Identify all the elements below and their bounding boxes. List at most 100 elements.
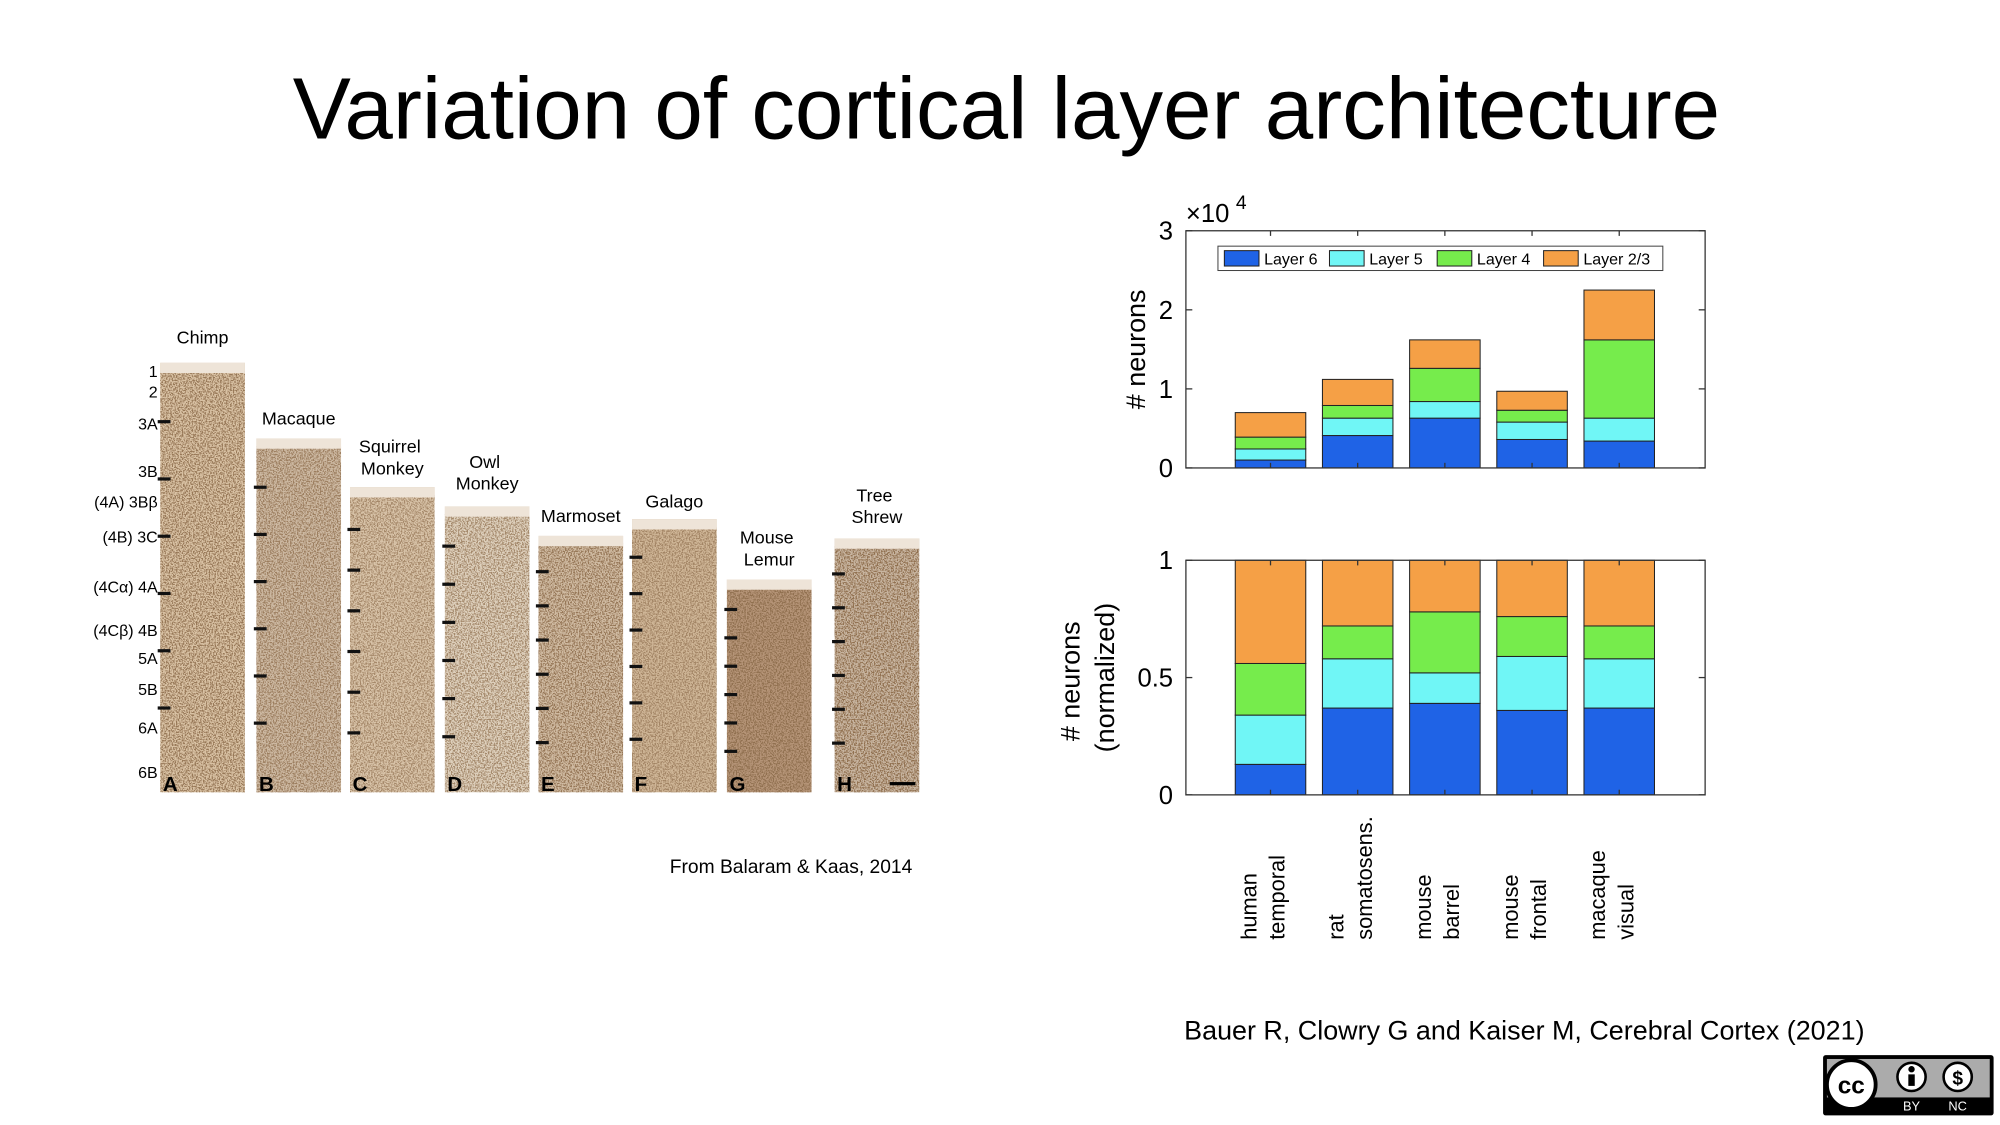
bar-segment <box>1234 559 1307 664</box>
layer-tick <box>724 607 738 612</box>
layer-tick <box>629 701 643 705</box>
layer-tick <box>253 485 267 489</box>
species-label: Galago <box>645 492 703 512</box>
license-label: NC <box>1948 1098 1967 1113</box>
layer-tick <box>724 692 738 697</box>
layer-tick <box>832 673 845 678</box>
layer-tick <box>535 638 549 642</box>
layer-label: (4Cβ) 4B <box>93 622 157 640</box>
bar-segment <box>1583 625 1655 660</box>
layer-tick <box>347 690 361 694</box>
y-multiplier: ×10 <box>1186 200 1229 228</box>
bar-segment <box>1409 559 1481 613</box>
bar-segment <box>1409 611 1481 674</box>
tissue-stain <box>256 446 342 793</box>
bar-segment <box>1496 655 1568 711</box>
species-label: Mouse Lemur <box>740 528 799 570</box>
tissue-stain <box>834 546 920 793</box>
legend-swatch <box>1328 250 1365 267</box>
layer-tick <box>157 706 171 710</box>
layer-tick <box>832 640 845 644</box>
layer-tick <box>724 664 738 668</box>
pia-surface <box>160 362 245 374</box>
layer-tick <box>442 544 456 548</box>
pia-surface <box>350 487 435 498</box>
legend-swatch <box>1436 250 1473 267</box>
image-source: From Balaram & Kaas, 2014 <box>670 857 913 878</box>
panel-letter: G <box>729 773 745 796</box>
bar-segment <box>1321 559 1394 627</box>
legend-label: Layer 2/3 <box>1583 251 1650 269</box>
bar-segment <box>1583 339 1655 419</box>
y-tick-label: 2 <box>1159 297 1173 325</box>
y-axis-label: # neurons (normalized) <box>1055 603 1120 753</box>
species-label: Chimp <box>177 328 229 348</box>
bar-segment <box>1234 448 1307 461</box>
layer-tick <box>629 664 643 669</box>
layer-label: 5A <box>138 650 158 668</box>
panel-letter: B <box>259 773 274 796</box>
layer-tick <box>629 592 643 596</box>
bar-segment <box>1583 658 1655 709</box>
panel-letter: C <box>353 773 368 796</box>
x-tick-label: mouse frontal <box>1498 868 1551 939</box>
layer-tick <box>157 534 171 538</box>
x-tick-label: macaque visual <box>1585 844 1638 940</box>
citation: Bauer R, Clowry G and Kaiser M, Cerebral… <box>1184 1016 1864 1046</box>
x-tick-label: rat somatosens. <box>1324 816 1377 939</box>
cc-icon-text: cc <box>1838 1073 1865 1100</box>
by-head <box>1908 1066 1915 1073</box>
legend-swatch <box>1543 250 1579 267</box>
layer-tick <box>832 707 845 711</box>
layer-tick <box>629 737 643 741</box>
y-axis-label: # neurons <box>1121 290 1151 410</box>
bar-segment <box>1321 658 1394 709</box>
layer-tick <box>253 674 267 678</box>
bar-segment <box>1321 417 1394 437</box>
tissue-stain <box>444 514 530 793</box>
cc-badge: cc $ BY NC <box>1823 1055 1994 1116</box>
layer-tick <box>724 749 738 753</box>
bar-segment <box>1409 367 1481 403</box>
bar-segment <box>1234 412 1307 438</box>
species-label: Tree Shrew <box>852 485 903 527</box>
layer-tick <box>347 609 361 613</box>
layer-tick <box>629 628 643 632</box>
species-label: Squirrel Monkey <box>359 437 426 479</box>
layer-tick <box>535 672 549 676</box>
layer-label: 2 <box>149 383 158 401</box>
by-body <box>1908 1074 1915 1086</box>
tissue-stain <box>726 587 812 793</box>
species-label: Macaque <box>262 408 336 428</box>
y-tick-label: 1 <box>1159 547 1173 575</box>
y-multiplier-exponent: 4 <box>1236 193 1247 214</box>
layer-tick <box>832 741 845 745</box>
layer-tick <box>442 620 456 624</box>
y-tick-label: 1 <box>1159 376 1173 404</box>
bar-segment <box>1234 662 1307 716</box>
bar-segment <box>1583 417 1655 442</box>
layer-label: 6B <box>138 764 158 782</box>
pia-surface <box>538 535 624 547</box>
pia-surface <box>256 438 342 449</box>
layer-label: 5B <box>138 681 158 699</box>
cc-icon <box>1825 1058 1878 1111</box>
layer-tick <box>724 721 738 725</box>
layer-tick <box>157 477 171 481</box>
bar-segment <box>1321 707 1394 796</box>
y-tick-label: 0.5 <box>1137 665 1173 693</box>
layer-tick <box>157 420 171 424</box>
layer-label: 3A <box>138 415 158 433</box>
bar-segment <box>1234 714 1307 765</box>
x-tick-label: mouse barrel <box>1411 868 1464 939</box>
layer-tick <box>832 572 845 576</box>
scale-bar <box>889 782 916 786</box>
species-label: Marmoset <box>541 506 621 526</box>
bar-segment <box>1496 559 1568 618</box>
layer-label: (4A) 3Bβ <box>94 494 158 512</box>
tissue-stain <box>160 370 245 793</box>
x-tick-label: human temporal <box>1236 855 1289 940</box>
panel-letter: F <box>635 773 648 796</box>
